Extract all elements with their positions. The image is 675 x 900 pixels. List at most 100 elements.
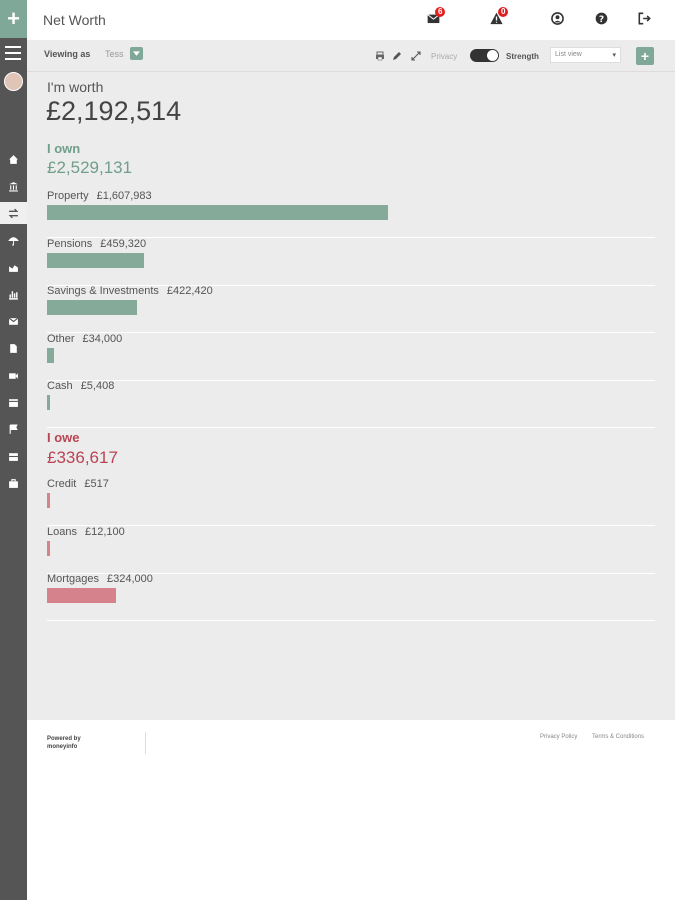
bank-icon[interactable] xyxy=(0,175,27,197)
page-title: Net Worth xyxy=(43,12,106,28)
wallet-icon[interactable] xyxy=(0,445,27,467)
owe-title: I owe xyxy=(47,430,80,445)
profile-button[interactable] xyxy=(547,8,567,28)
app-logo[interactable]: + xyxy=(0,0,27,38)
worth-value: £2,192,514 xyxy=(46,96,182,126)
footer: Powered by moneyinfo Privacy Policy Term… xyxy=(27,720,675,900)
owe-row[interactable]: Credit £517 xyxy=(47,478,655,526)
logout-icon xyxy=(638,12,651,24)
own-row-label: Property £1,607,983 xyxy=(47,190,152,202)
help-icon: ? xyxy=(595,12,607,24)
transfer-icon[interactable] xyxy=(0,202,27,224)
own-row[interactable]: Pensions £459,320 xyxy=(47,238,655,286)
own-category-amount: £1,607,983 xyxy=(96,190,152,202)
strength-label: Strength xyxy=(506,52,539,61)
owe-category-amount: £517 xyxy=(84,478,109,490)
document-icon[interactable] xyxy=(0,337,27,359)
own-category-name: Property xyxy=(47,190,89,202)
messages-button[interactable]: 6 xyxy=(423,7,446,28)
owe-total: £336,617 xyxy=(47,448,118,467)
area-chart-icon[interactable] xyxy=(0,256,27,278)
owe-row-label: Loans £12,100 xyxy=(47,526,125,538)
viewing-name[interactable]: Tess xyxy=(105,49,124,59)
messages-badge: 6 xyxy=(435,7,446,17)
flag-icon[interactable] xyxy=(0,418,27,440)
privacy-policy-link[interactable]: Privacy Policy xyxy=(540,734,578,740)
briefcase-icon[interactable] xyxy=(0,472,27,494)
avatar[interactable] xyxy=(4,72,23,91)
menu-icon[interactable] xyxy=(5,46,21,60)
owe-category-name: Credit xyxy=(47,478,77,490)
privacy-toggle[interactable] xyxy=(470,49,499,62)
calendar-icon[interactable] xyxy=(0,391,27,413)
own-category-name: Pensions xyxy=(47,237,93,250)
own-bar xyxy=(47,205,388,220)
own-bar xyxy=(47,252,145,268)
video-icon[interactable] xyxy=(0,364,27,386)
alerts-badge: 0 xyxy=(498,7,509,17)
view-select-value: List view xyxy=(555,51,582,58)
edit-icon[interactable] xyxy=(391,50,402,61)
powered-by-brand: moneyinfo xyxy=(47,744,78,750)
powered-by-label: Powered by xyxy=(47,736,81,742)
own-row-label: Savings & Investments £422,420 xyxy=(47,285,213,297)
own-category-amount: £422,420 xyxy=(166,285,213,297)
own-title: I own xyxy=(47,141,81,156)
top-bar: Net Worth 6 0 ? xyxy=(27,0,675,40)
owe-category-name: Mortgages xyxy=(47,573,99,585)
user-icon xyxy=(550,11,564,25)
own-row[interactable]: Other £34,000 xyxy=(47,333,655,381)
toolbar: Viewing as Tess Privacy Strength List vi… xyxy=(27,40,675,72)
own-category-amount: £34,000 xyxy=(82,332,123,345)
own-row-label: Pensions £459,320 xyxy=(47,238,146,250)
terms-link[interactable]: Terms & Conditions xyxy=(592,734,645,740)
viewing-dropdown-button[interactable] xyxy=(130,47,143,60)
owe-bar xyxy=(47,540,50,556)
owe-row-label: Credit £517 xyxy=(47,478,109,490)
owe-bar xyxy=(47,493,50,508)
own-category-amount: £459,320 xyxy=(100,237,147,250)
owe-row[interactable]: Loans £12,100 xyxy=(47,526,655,574)
own-row[interactable]: Property £1,607,983 xyxy=(47,190,655,238)
add-button[interactable]: + xyxy=(636,47,654,65)
own-bar xyxy=(47,300,137,315)
owe-bar xyxy=(47,588,116,603)
view-select[interactable]: List view ▾ xyxy=(550,47,621,63)
owe-row[interactable]: Mortgages £324,000 xyxy=(47,573,655,621)
print-icon[interactable] xyxy=(374,50,385,61)
own-row[interactable]: Savings & Investments £422,420 xyxy=(47,285,655,333)
own-row[interactable]: Cash £5,408 xyxy=(47,380,655,428)
footer-divider xyxy=(145,732,146,754)
own-category-name: Other xyxy=(47,332,75,345)
envelope-icon[interactable] xyxy=(0,310,27,332)
own-row-label: Other £34,000 xyxy=(47,333,122,345)
chevron-down-icon xyxy=(133,51,140,56)
own-bar xyxy=(47,347,55,363)
own-bar xyxy=(47,395,50,410)
logout-button[interactable] xyxy=(634,8,654,28)
expand-icon[interactable] xyxy=(410,50,421,61)
main-content: Viewing as Tess Privacy Strength List vi… xyxy=(27,40,675,720)
own-total: £2,529,131 xyxy=(47,158,133,177)
home-icon[interactable] xyxy=(0,148,27,170)
alerts-button[interactable]: 0 xyxy=(486,7,509,28)
own-category-name: Savings & Investments xyxy=(47,285,159,297)
caret-down-icon: ▾ xyxy=(612,52,616,59)
owe-row-label: Mortgages £324,000 xyxy=(47,573,153,585)
privacy-label: Privacy xyxy=(431,52,458,61)
powered-by: Powered by moneyinfo xyxy=(47,735,81,751)
own-category-amount: £5,408 xyxy=(80,380,115,392)
own-row-label: Cash £5,408 xyxy=(47,380,114,392)
owe-category-amount: £324,000 xyxy=(106,573,153,585)
own-category-name: Cash xyxy=(47,380,73,392)
sidebar: + xyxy=(0,0,27,900)
warning-icon xyxy=(489,12,503,24)
help-button[interactable]: ? xyxy=(591,8,611,28)
umbrella-icon[interactable] xyxy=(0,229,27,251)
svg-text:?: ? xyxy=(598,14,603,24)
worth-label: I'm worth xyxy=(47,79,104,95)
viewing-label: Viewing as xyxy=(44,49,91,59)
owe-category-name: Loans xyxy=(47,525,77,538)
owe-category-amount: £12,100 xyxy=(84,525,125,538)
bar-chart-icon[interactable] xyxy=(0,283,27,305)
